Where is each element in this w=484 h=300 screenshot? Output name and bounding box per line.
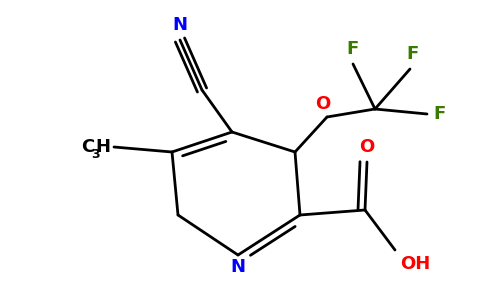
Text: C: C <box>81 138 94 156</box>
Text: F: F <box>347 40 359 58</box>
Text: F: F <box>433 105 445 123</box>
Text: 3: 3 <box>91 148 100 160</box>
Text: OH: OH <box>400 255 430 273</box>
Text: H: H <box>95 138 110 156</box>
Text: N: N <box>172 16 187 34</box>
Text: F: F <box>406 45 418 63</box>
Text: O: O <box>316 95 331 113</box>
Text: O: O <box>360 138 375 156</box>
Text: N: N <box>230 258 245 276</box>
